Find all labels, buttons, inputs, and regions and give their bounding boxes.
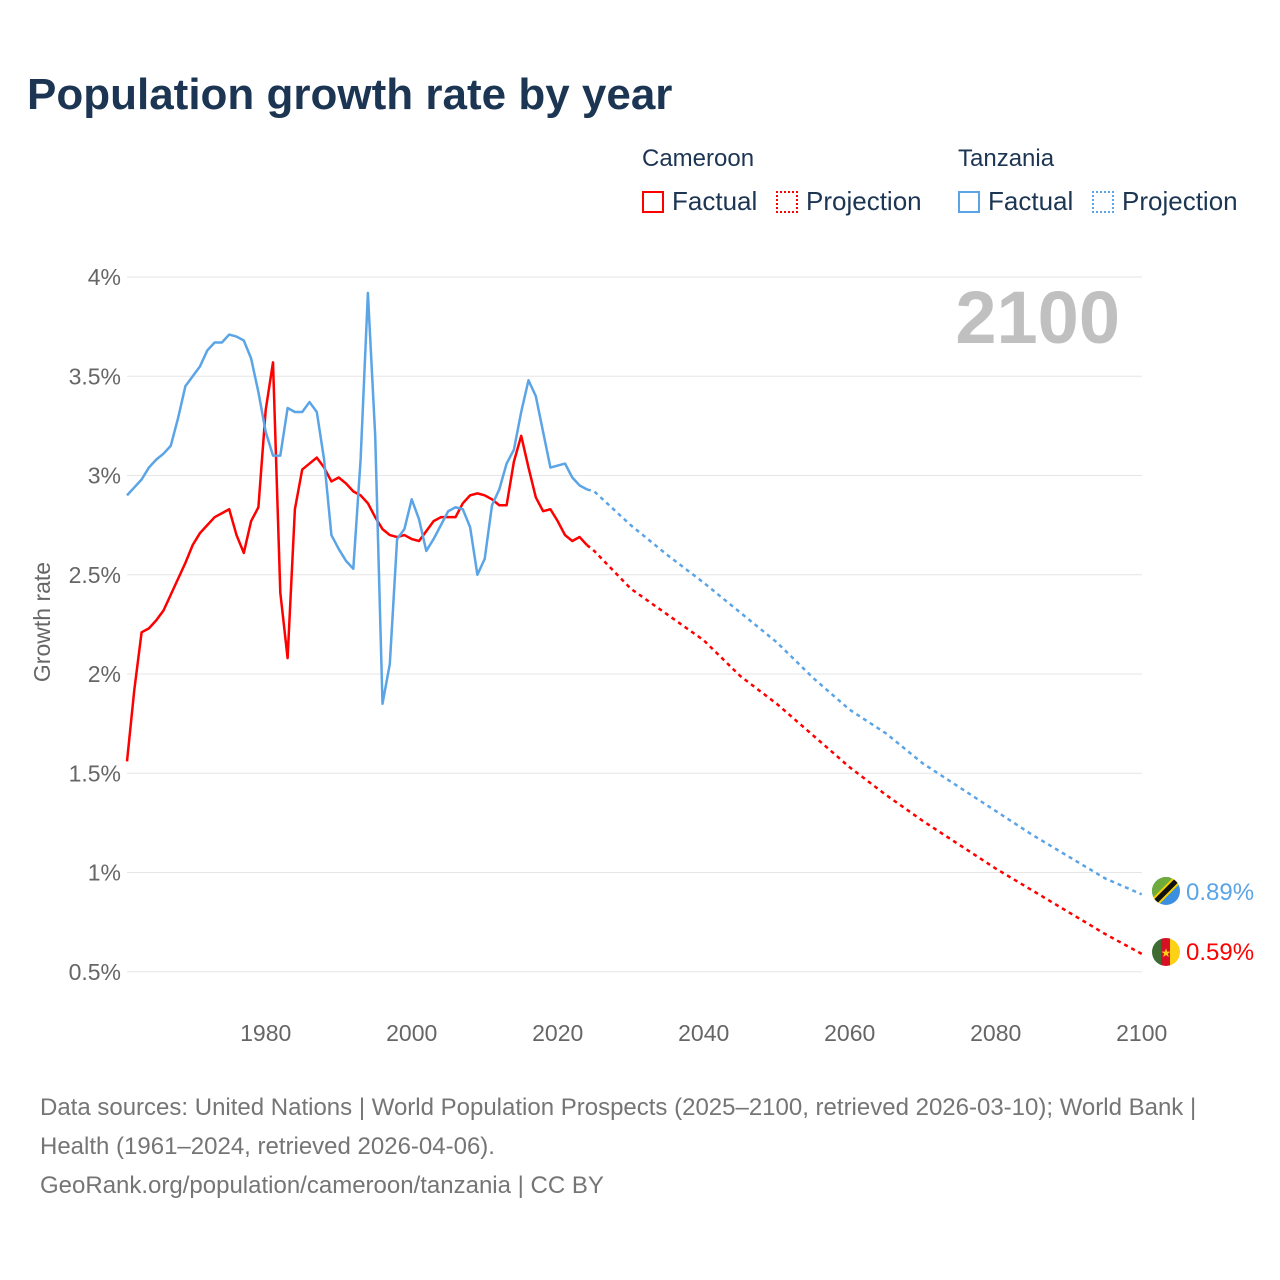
- tanzania-end-value: 0.89%: [1186, 879, 1254, 906]
- legend-label: Projection: [806, 186, 922, 216]
- legend-label: Projection: [1122, 186, 1238, 216]
- x-tick-label: 2040: [678, 1020, 729, 1046]
- x-tick-label: 1980: [240, 1020, 291, 1046]
- y-tick-label: 1.5%: [69, 760, 121, 786]
- cameroon-factual-line: [125, 361, 588, 762]
- chart-title: Population growth rate by year: [27, 70, 673, 119]
- tanzania-projection-line: [586, 488, 1143, 896]
- year-indicator: 2100: [955, 276, 1120, 359]
- x-tick-label: 2060: [824, 1020, 875, 1046]
- data-sources: Data sources: United Nations | World Pop…: [40, 1094, 1197, 1160]
- tanzania-flag-icon: [1152, 877, 1180, 905]
- source-link[interactable]: GeoRank.org/population/cameroon/tanzania…: [40, 1172, 604, 1199]
- legend-cameroon-projection[interactable]: Projection: [776, 186, 922, 217]
- y-tick-label: 3.5%: [69, 363, 121, 389]
- legend-label: Factual: [988, 186, 1074, 216]
- cameroon-end-value: 0.59%: [1186, 939, 1254, 966]
- y-axis-label: Growth rate: [29, 562, 55, 682]
- line-chart: 0.5% 1% 1.5% 2% 2.5% 3% 3.5% 4% 1980 2000 2020 2040…: [29, 264, 1254, 1046]
- y-tick-label: 2%: [88, 661, 121, 687]
- y-tick-label: 0.5%: [69, 959, 121, 985]
- legend-cameroon-heading: Cameroon: [642, 145, 755, 172]
- legend-tanzania-projection[interactable]: Projection: [1092, 186, 1238, 217]
- x-tick-label: 2000: [386, 1020, 437, 1046]
- solid-swatch-icon: [642, 190, 664, 213]
- x-tick-label: 2100: [1116, 1020, 1167, 1046]
- svg-text:★: ★: [1161, 946, 1172, 960]
- legend-label: Factual: [672, 186, 758, 216]
- dotted-swatch-icon: [1092, 190, 1114, 213]
- y-tick-label: 4%: [88, 264, 121, 290]
- x-tick-label: 2020: [532, 1020, 583, 1046]
- legend-tanzania-heading: Tanzania: [958, 145, 1055, 172]
- y-tick-label: 2.5%: [69, 562, 121, 588]
- dotted-swatch-icon: [776, 190, 798, 213]
- cameroon-flag-icon: ★: [1152, 938, 1180, 966]
- y-tick-label: 3%: [88, 463, 121, 489]
- legend-cameroon-factual[interactable]: Factual: [642, 186, 757, 217]
- cameroon-projection-line: [586, 544, 1143, 955]
- y-tick-label: 1%: [88, 860, 121, 886]
- solid-swatch-icon: [958, 190, 980, 213]
- tanzania-factual-line: [126, 291, 588, 706]
- legend-tanzania-factual[interactable]: Factual: [958, 186, 1073, 217]
- x-tick-label: 2080: [970, 1020, 1021, 1046]
- footer: Data sources: United Nations | World Pop…: [40, 1088, 1230, 1205]
